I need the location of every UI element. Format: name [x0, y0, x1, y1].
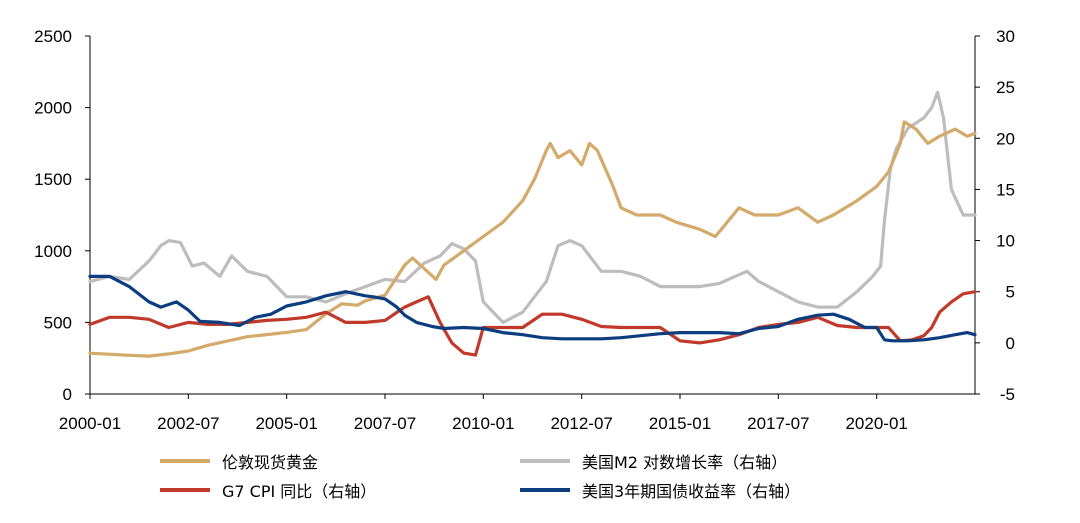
- series-line-us-3y-yield: [88, 274, 977, 343]
- right-tick-label: 30: [996, 27, 1015, 46]
- left-tick-label: 2500: [34, 27, 72, 46]
- legend-item-g7-cpi: G7 CPI 同比（右轴）: [160, 478, 376, 502]
- legend-swatch-london-gold: [160, 459, 210, 463]
- right-tick-label: 25: [996, 78, 1015, 97]
- series-line-us-m2: [88, 90, 977, 324]
- x-tick-label: 2020-01: [845, 414, 907, 433]
- right-tick-label: 15: [996, 180, 1015, 199]
- left-tick-label: 1500: [34, 170, 72, 189]
- right-tick-label: 20: [996, 129, 1015, 148]
- legend-swatch-us-m2: [520, 459, 570, 463]
- legend-label-us-m2: 美国M2 对数增长率（右轴）: [582, 453, 788, 472]
- left-tick-label: 2000: [34, 99, 72, 118]
- right-tick-label: 5: [1006, 283, 1015, 302]
- left-tick-label: 1000: [34, 242, 72, 261]
- legend-label-us-3y-yield: 美国3年期国债收益率（右轴）: [582, 482, 801, 501]
- legend-swatch-g7-cpi: [160, 488, 210, 492]
- x-tick-label: 2005-01: [255, 414, 317, 433]
- x-tick-label: 2015-01: [649, 414, 711, 433]
- legend-item-us-m2: 美国M2 对数增长率（右轴）: [520, 449, 787, 473]
- series-line-g7-cpi: [88, 290, 977, 357]
- right-tick-label: 0: [1006, 334, 1015, 353]
- x-tick-label: 2012-07: [550, 414, 612, 433]
- left-tick-label: 500: [44, 313, 72, 332]
- series-line-london-gold: [88, 120, 977, 358]
- left-tick-label: 0: [63, 385, 72, 404]
- legend-label-london-gold: 伦敦现货黄金: [222, 453, 319, 472]
- right-tick-label: -5: [1000, 385, 1015, 404]
- legend-item-london-gold: 伦敦现货黄金: [160, 449, 318, 473]
- legend-label-g7-cpi: G7 CPI 同比（右轴）: [222, 482, 377, 501]
- x-tick-label: 2007-07: [354, 414, 416, 433]
- legend-item-us-3y-yield: 美国3年期国债收益率（右轴）: [520, 478, 800, 502]
- x-tick-label: 2017-07: [747, 414, 809, 433]
- chart-axes: 0 500 1000 1500 2000 2500 -5 0 5 10 15 20 25 30 2000-0…: [34, 27, 1015, 433]
- x-tick-label: 2010-01: [452, 414, 514, 433]
- x-tick-label: 2000-01: [59, 414, 121, 433]
- right-tick-label: 10: [996, 232, 1015, 251]
- legend-swatch-us-3y-yield: [520, 488, 570, 492]
- chart-series: [88, 90, 977, 358]
- x-tick-label: 2002-07: [157, 414, 219, 433]
